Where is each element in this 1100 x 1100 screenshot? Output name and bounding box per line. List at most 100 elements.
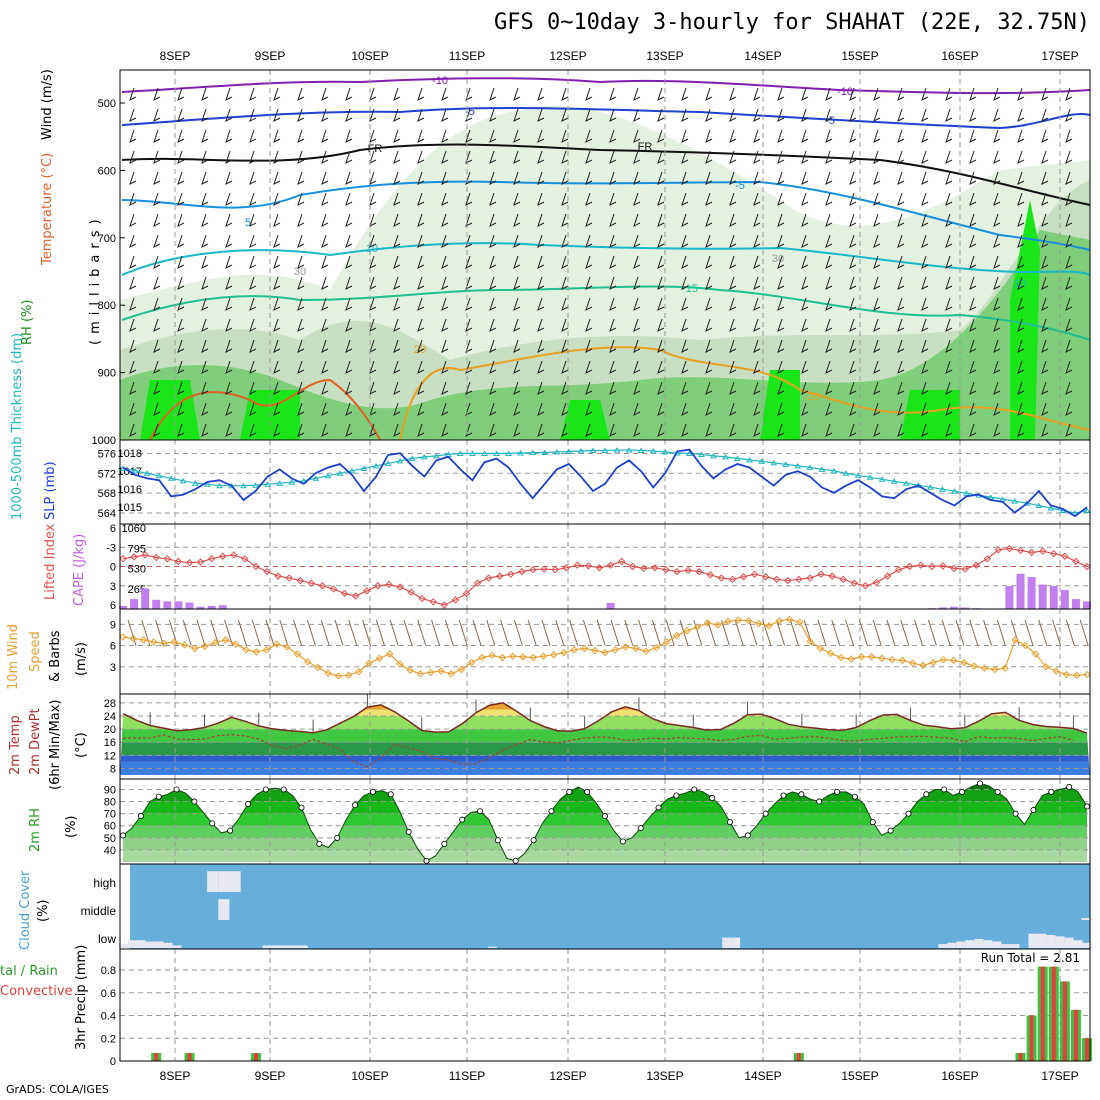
wind-barb bbox=[1041, 192, 1049, 206]
wind10-barb bbox=[624, 619, 634, 646]
temp-minmax-label: (6hr Min/Max) bbox=[48, 699, 63, 790]
wind-barb bbox=[681, 402, 689, 416]
wind-barb bbox=[249, 297, 257, 311]
wind-barb bbox=[345, 255, 353, 269]
wind-barb bbox=[1017, 381, 1025, 395]
wind10-marker bbox=[273, 640, 281, 648]
wind10-barb bbox=[306, 619, 316, 646]
wind-barb bbox=[777, 255, 785, 269]
wind10-marker bbox=[365, 659, 373, 667]
wind-barb bbox=[1041, 129, 1049, 143]
wind-barb bbox=[513, 129, 521, 143]
rh-marker bbox=[673, 792, 680, 799]
wind-barb bbox=[993, 129, 1001, 143]
contour-label: -10 bbox=[837, 86, 853, 98]
wind-barb bbox=[681, 297, 689, 311]
lifted-marker bbox=[252, 562, 260, 571]
wind-barb bbox=[681, 171, 689, 185]
wind-barb bbox=[153, 276, 161, 290]
wind-barb bbox=[513, 339, 521, 353]
lifted-marker bbox=[207, 555, 216, 563]
cloud-bar-low bbox=[1082, 942, 1092, 948]
wind-barb bbox=[849, 297, 857, 311]
wind10-marker bbox=[160, 639, 168, 648]
wind-barb bbox=[801, 108, 809, 122]
wind-barb bbox=[297, 297, 305, 311]
wind-barb bbox=[153, 87, 161, 101]
wind-barb bbox=[393, 402, 401, 416]
wind-barb bbox=[225, 318, 233, 332]
rh-marker bbox=[1066, 784, 1073, 791]
wind-barb bbox=[345, 339, 353, 353]
wind-barb bbox=[369, 171, 377, 185]
cape-tick: 530 bbox=[128, 564, 146, 576]
rh-tick: 70 bbox=[104, 809, 116, 821]
wind-barb bbox=[849, 192, 857, 206]
wind-barb bbox=[441, 339, 449, 353]
wind-barb bbox=[513, 381, 521, 395]
date-label-top: 11SEP bbox=[449, 49, 485, 63]
rh-marker bbox=[280, 786, 287, 793]
wind-barb bbox=[537, 360, 545, 374]
cloud-bar-low bbox=[956, 941, 966, 948]
thickness-marker bbox=[685, 450, 693, 456]
wind-barb bbox=[513, 276, 521, 290]
wind10-barb bbox=[610, 619, 620, 646]
wind10-speed-label: Speed bbox=[28, 631, 43, 672]
cloud-layer-label: high bbox=[93, 876, 116, 890]
slp-label: SLP (mb) bbox=[43, 461, 58, 520]
wind-barb bbox=[441, 234, 449, 248]
rh-marker bbox=[744, 832, 751, 839]
lifted-marker bbox=[374, 582, 382, 590]
wind-barb bbox=[537, 192, 545, 206]
wind-barb bbox=[465, 276, 473, 290]
wind-barb bbox=[177, 234, 185, 248]
wind-barb bbox=[777, 318, 785, 332]
wind-barb bbox=[297, 150, 305, 164]
rh-marker bbox=[369, 788, 376, 795]
convective-bar bbox=[253, 1053, 258, 1061]
wind-barb bbox=[129, 171, 137, 185]
lifted-marker bbox=[750, 570, 759, 578]
wind-barb bbox=[201, 360, 209, 374]
wind-barb bbox=[969, 108, 977, 122]
wind-barb bbox=[1065, 108, 1073, 122]
wind-barb bbox=[945, 402, 953, 416]
wind10-marker bbox=[611, 646, 619, 654]
wind-barb bbox=[993, 150, 1001, 164]
wind10-marker bbox=[478, 653, 486, 662]
upper-unit-label: (millibars) bbox=[88, 213, 103, 345]
wind-barb bbox=[969, 234, 977, 248]
wind10-marker bbox=[457, 665, 466, 674]
wind-barb bbox=[705, 150, 713, 164]
convective-bar bbox=[154, 1053, 159, 1061]
wind-barb bbox=[321, 423, 329, 437]
temp-tick: 12 bbox=[104, 750, 116, 762]
thickness-marker bbox=[938, 486, 946, 492]
wind10-marker bbox=[1032, 650, 1040, 658]
wind-barb bbox=[465, 234, 473, 248]
wind-barb bbox=[249, 360, 257, 374]
wind10-barb bbox=[431, 619, 441, 646]
wind-barb bbox=[945, 255, 953, 269]
wind-barb bbox=[201, 192, 209, 206]
rh-marker bbox=[905, 810, 912, 817]
wind-barb bbox=[321, 150, 329, 164]
wind-barb bbox=[897, 255, 905, 269]
thickness-marker bbox=[734, 455, 741, 461]
wind-barb bbox=[945, 276, 953, 290]
wind-barb bbox=[201, 318, 209, 332]
wind-barb bbox=[945, 234, 953, 248]
pressure-tick: 800 bbox=[98, 300, 116, 312]
wind-barb bbox=[585, 87, 593, 101]
cape-bar bbox=[152, 599, 161, 609]
wind-barb bbox=[801, 423, 809, 437]
wind-barb bbox=[177, 360, 185, 374]
wind-barb bbox=[873, 150, 881, 164]
wind-barb bbox=[753, 234, 761, 248]
wind10-marker bbox=[426, 668, 435, 677]
wind-barb bbox=[705, 234, 713, 248]
wind-barb bbox=[849, 381, 857, 395]
wind-barb bbox=[153, 360, 161, 374]
wind10-marker bbox=[170, 638, 178, 646]
